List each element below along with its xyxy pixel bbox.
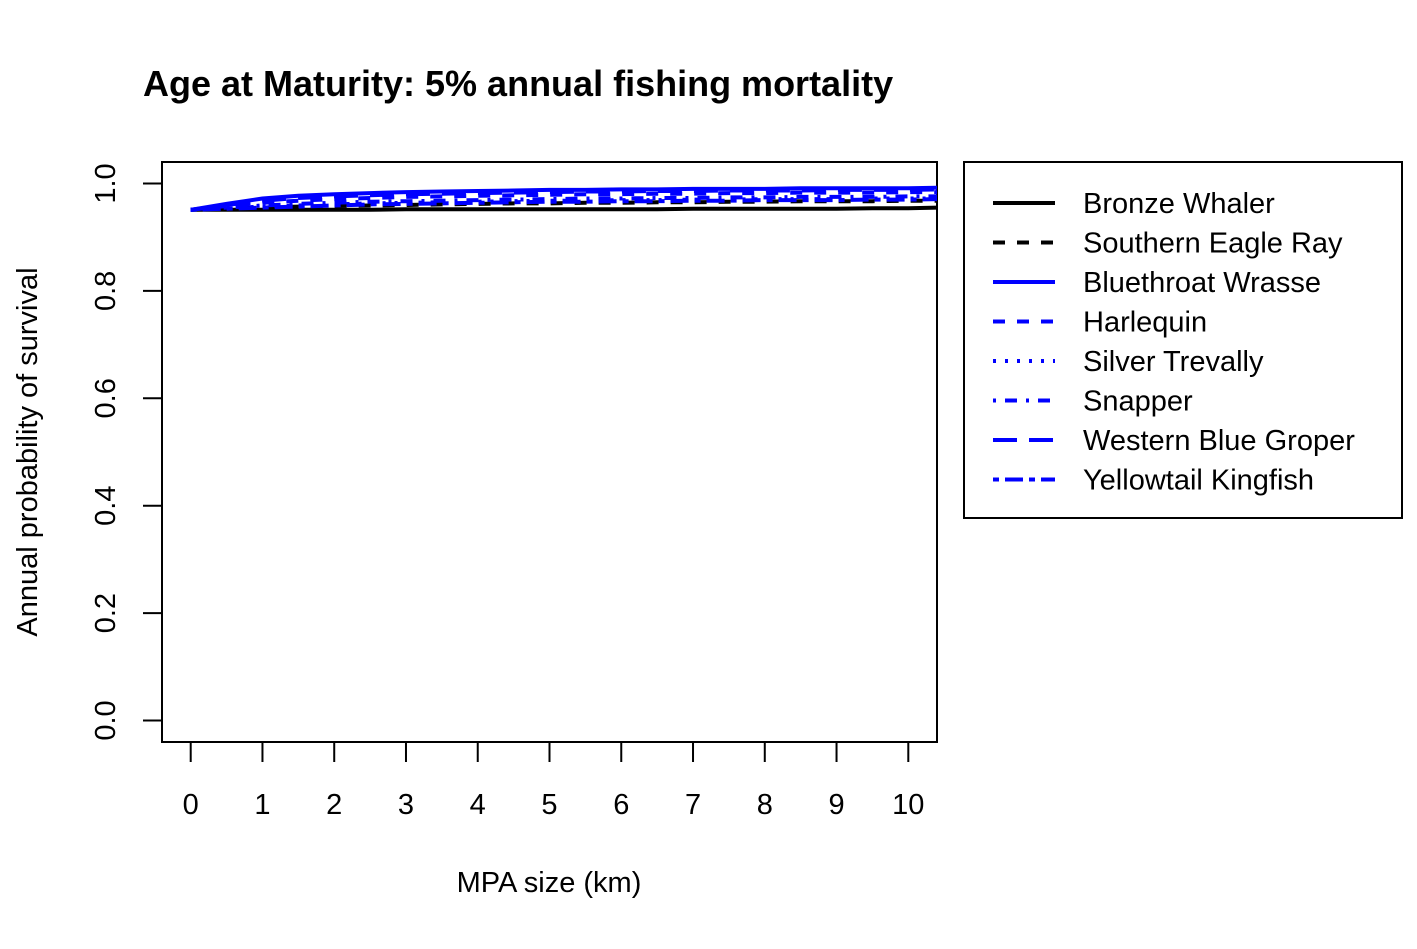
series-layer [190,185,938,212]
series-line-5 [190,194,937,212]
chart-title: Age at Maturity: 5% annual fishing morta… [143,63,893,104]
x-tick-label: 7 [685,789,701,821]
x-axis-label: MPA size (km) [457,867,642,899]
x-tick-label: 3 [398,789,414,821]
legend-items: Bronze Whaler Southern Eagle Ray Bluethroa… [993,188,1355,497]
x-tick-label: 0 [183,789,199,821]
x-tick-label: 4 [470,789,486,821]
x-tick-label: 8 [757,789,773,821]
legend-label: Yellowtail Kingfish [1083,465,1314,497]
y-tick-label: 0.8 [90,271,122,311]
y-axis-label: Annual probability of survival [12,267,44,636]
y-tick-label: 0.2 [90,593,122,633]
y-axis: 0.0 0.2 0.4 0.6 0.8 1.0 [90,163,163,741]
legend-box [963,161,1403,519]
legend-label: Harlequin [1083,307,1207,339]
legend-label: Silver Trevally [1083,346,1264,378]
x-tick-label: 9 [828,789,844,821]
legend-label: Bronze Whaler [1083,188,1275,220]
series-line-7 [190,197,938,212]
y-tick-label: 1.0 [90,163,122,203]
x-tick-label: 2 [326,789,342,821]
y-tick-label: 0.6 [90,378,122,418]
x-tick-label: 5 [541,789,557,821]
legend: Bronze Whaler Southern Eagle Ray Bluethroa… [963,161,1403,519]
series-line-0 [190,205,938,212]
x-tick-label: 6 [613,789,629,821]
series-line-6 [190,187,938,212]
plot-box [161,161,938,743]
legend-label: Snapper [1083,386,1193,418]
y-tick-label: 0.0 [90,700,122,740]
legend-label: Western Blue Groper [1083,425,1355,457]
x-tick-label: 1 [254,789,270,821]
x-tick-label: 10 [892,789,924,821]
legend-label: Southern Eagle Ray [1083,228,1343,260]
y-tick-label: 0.4 [90,486,122,526]
series-line-3 [190,190,937,212]
x-axis: 0 1 2 3 4 5 6 7 8 9 10 [183,741,924,821]
legend-label: Bluethroat Wrasse [1083,267,1321,299]
